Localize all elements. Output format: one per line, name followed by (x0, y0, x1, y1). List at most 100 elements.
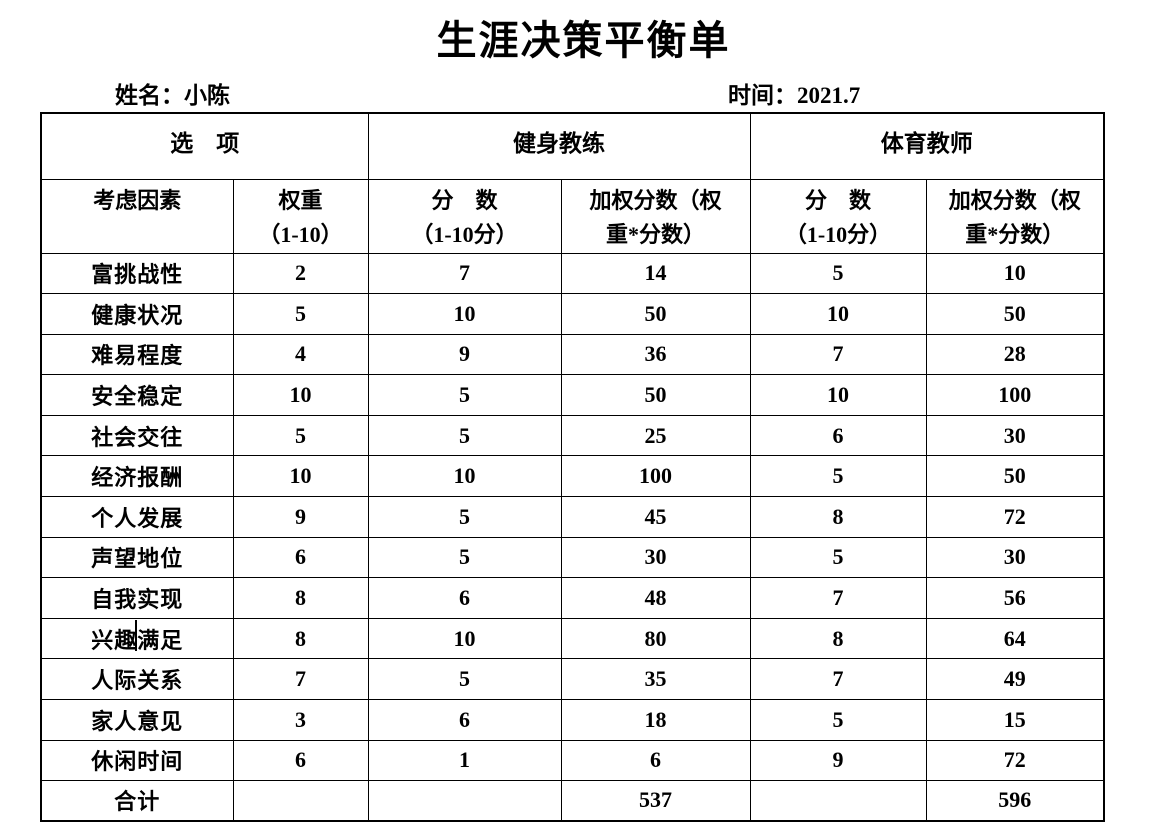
weighted-b-cell[interactable]: 49 (925, 658, 1105, 701)
total-weighted-a-cell[interactable]: 537 (560, 780, 751, 822)
factor-cell[interactable]: 声望地位 (40, 536, 234, 579)
student-name-line[interactable]: 姓名：小陈 (115, 83, 230, 108)
weighted-b-cell[interactable]: 50 (925, 293, 1105, 335)
weight-cell[interactable]: 3 (232, 699, 369, 741)
score-b-cell[interactable]: 8 (749, 617, 927, 660)
weighted-a-cell[interactable]: 6 (560, 739, 751, 782)
group-header-option-b[interactable]: 体育教师 (749, 112, 1105, 180)
weight-cell[interactable]: 2 (232, 252, 369, 295)
total-score-b-cell[interactable] (749, 780, 927, 822)
factor-cell[interactable]: 富挑战性 (40, 252, 234, 295)
factor-cell[interactable]: 人际关系 (40, 658, 234, 701)
weighted-a-cell[interactable]: 100 (560, 455, 751, 498)
score-a-cell[interactable]: 5 (367, 374, 562, 416)
score-a-cell[interactable]: 6 (367, 699, 562, 741)
score-a-cell[interactable]: 5 (367, 658, 562, 701)
col-header-factor[interactable]: 考虑因素 (40, 178, 234, 254)
score-b-cell[interactable]: 5 (749, 536, 927, 579)
weighted-b-cell[interactable]: 100 (925, 374, 1105, 416)
group-header-option-a[interactable]: 健身教练 (367, 112, 751, 180)
weighted-b-cell[interactable]: 56 (925, 577, 1105, 619)
col-header-weighted-b-line1: 加权分数（权 (948, 187, 1081, 213)
score-a-cell[interactable]: 10 (367, 293, 562, 335)
weighted-a-cell[interactable]: 18 (560, 699, 751, 741)
col-header-weighted-b[interactable]: 加权分数（权 重*分数） (925, 178, 1105, 254)
score-b-cell[interactable]: 7 (749, 577, 927, 619)
col-header-weighted-a[interactable]: 加权分数（权 重*分数） (560, 178, 751, 254)
factor-cell[interactable]: 个人发展 (40, 496, 234, 538)
weight-cell[interactable]: 9 (232, 496, 369, 538)
weighted-a-cell[interactable]: 48 (560, 577, 751, 619)
weighted-b-cell[interactable]: 30 (925, 414, 1105, 457)
total-label-cell[interactable]: 合计 (40, 780, 234, 822)
weighted-a-cell[interactable]: 36 (560, 333, 751, 376)
weighted-a-cell[interactable]: 50 (560, 374, 751, 416)
score-b-cell[interactable]: 7 (749, 333, 927, 376)
weight-cell[interactable]: 10 (232, 374, 369, 416)
factor-cell[interactable]: 休闲时间 (40, 739, 234, 782)
weight-cell[interactable]: 6 (232, 536, 369, 579)
col-header-weight[interactable]: 权重 （1-10） (232, 178, 369, 254)
weighted-b-cell[interactable]: 72 (925, 496, 1105, 538)
score-a-cell[interactable]: 10 (367, 617, 562, 660)
score-b-cell[interactable]: 5 (749, 455, 927, 498)
weighted-a-cell[interactable]: 30 (560, 536, 751, 579)
weight-cell[interactable]: 5 (232, 293, 369, 335)
factor-cell[interactable]: 安全稳定 (40, 374, 234, 416)
weight-cell[interactable]: 6 (232, 739, 369, 782)
weight-cell[interactable]: 8 (232, 577, 369, 619)
factor-cell[interactable]: 自我实现 (40, 577, 234, 619)
page-title[interactable]: 生涯决策平衡单 (436, 19, 731, 63)
weighted-b-cell[interactable]: 64 (925, 617, 1105, 660)
total-weighted-b-cell[interactable]: 596 (925, 780, 1105, 822)
group-header-options[interactable]: 选 项 (40, 112, 369, 180)
score-a-cell[interactable]: 5 (367, 536, 562, 579)
score-a-cell[interactable]: 1 (367, 739, 562, 782)
weighted-b-cell[interactable]: 10 (925, 252, 1105, 295)
score-a-cell[interactable]: 10 (367, 455, 562, 498)
weighted-a-cell[interactable]: 35 (560, 658, 751, 701)
date-line[interactable]: 时间：2021.7 (728, 83, 861, 108)
col-header-score-a[interactable]: 分 数 （1-10分） (367, 178, 562, 254)
score-a-cell[interactable]: 9 (367, 333, 562, 376)
weight-cell[interactable]: 10 (232, 455, 369, 498)
factor-cell[interactable]: 难易程度 (40, 333, 234, 376)
weighted-a-cell[interactable]: 25 (560, 414, 751, 457)
weighted-b-cell[interactable]: 30 (925, 536, 1105, 579)
score-b-cell[interactable]: 10 (749, 293, 927, 335)
total-score-a-cell[interactable] (367, 780, 562, 822)
total-weight-cell[interactable] (232, 780, 369, 822)
score-a-cell[interactable]: 6 (367, 577, 562, 619)
weighted-b-cell[interactable]: 15 (925, 699, 1105, 741)
table-row: 人际关系 7 5 35 7 49 (40, 658, 1105, 701)
score-a-cell[interactable]: 7 (367, 252, 562, 295)
score-a-cell[interactable]: 5 (367, 496, 562, 538)
weighted-b-cell[interactable]: 72 (925, 739, 1105, 782)
table-row: 安全稳定 10 5 50 10 100 (40, 374, 1105, 416)
score-b-cell[interactable]: 8 (749, 496, 927, 538)
score-b-cell[interactable]: 9 (749, 739, 927, 782)
weight-cell[interactable]: 4 (232, 333, 369, 376)
weighted-a-cell[interactable]: 80 (560, 617, 751, 660)
weight-cell[interactable]: 8 (232, 617, 369, 660)
weighted-a-cell[interactable]: 50 (560, 293, 751, 335)
score-b-cell[interactable]: 6 (749, 414, 927, 457)
score-a-cell[interactable]: 5 (367, 414, 562, 457)
factor-cell[interactable]: 社会交往 (40, 414, 234, 457)
col-header-weighted-a-line1: 加权分数（权 (589, 187, 722, 213)
factor-cell[interactable]: 经济报酬 (40, 455, 234, 498)
score-b-cell[interactable]: 5 (749, 252, 927, 295)
factor-cell[interactable]: 健康状况 (40, 293, 234, 335)
score-b-cell[interactable]: 7 (749, 658, 927, 701)
factor-cell[interactable]: 家人意见 (40, 699, 234, 741)
weight-cell[interactable]: 7 (232, 658, 369, 701)
score-b-cell[interactable]: 10 (749, 374, 927, 416)
score-b-cell[interactable]: 5 (749, 699, 927, 741)
weighted-a-cell[interactable]: 45 (560, 496, 751, 538)
weighted-a-cell[interactable]: 14 (560, 252, 751, 295)
weight-cell[interactable]: 5 (232, 414, 369, 457)
weighted-b-cell[interactable]: 50 (925, 455, 1105, 498)
weighted-b-cell[interactable]: 28 (925, 333, 1105, 376)
factor-cell[interactable]: 兴趣满足 (40, 617, 234, 660)
col-header-score-b[interactable]: 分 数 （1-10分） (749, 178, 927, 254)
